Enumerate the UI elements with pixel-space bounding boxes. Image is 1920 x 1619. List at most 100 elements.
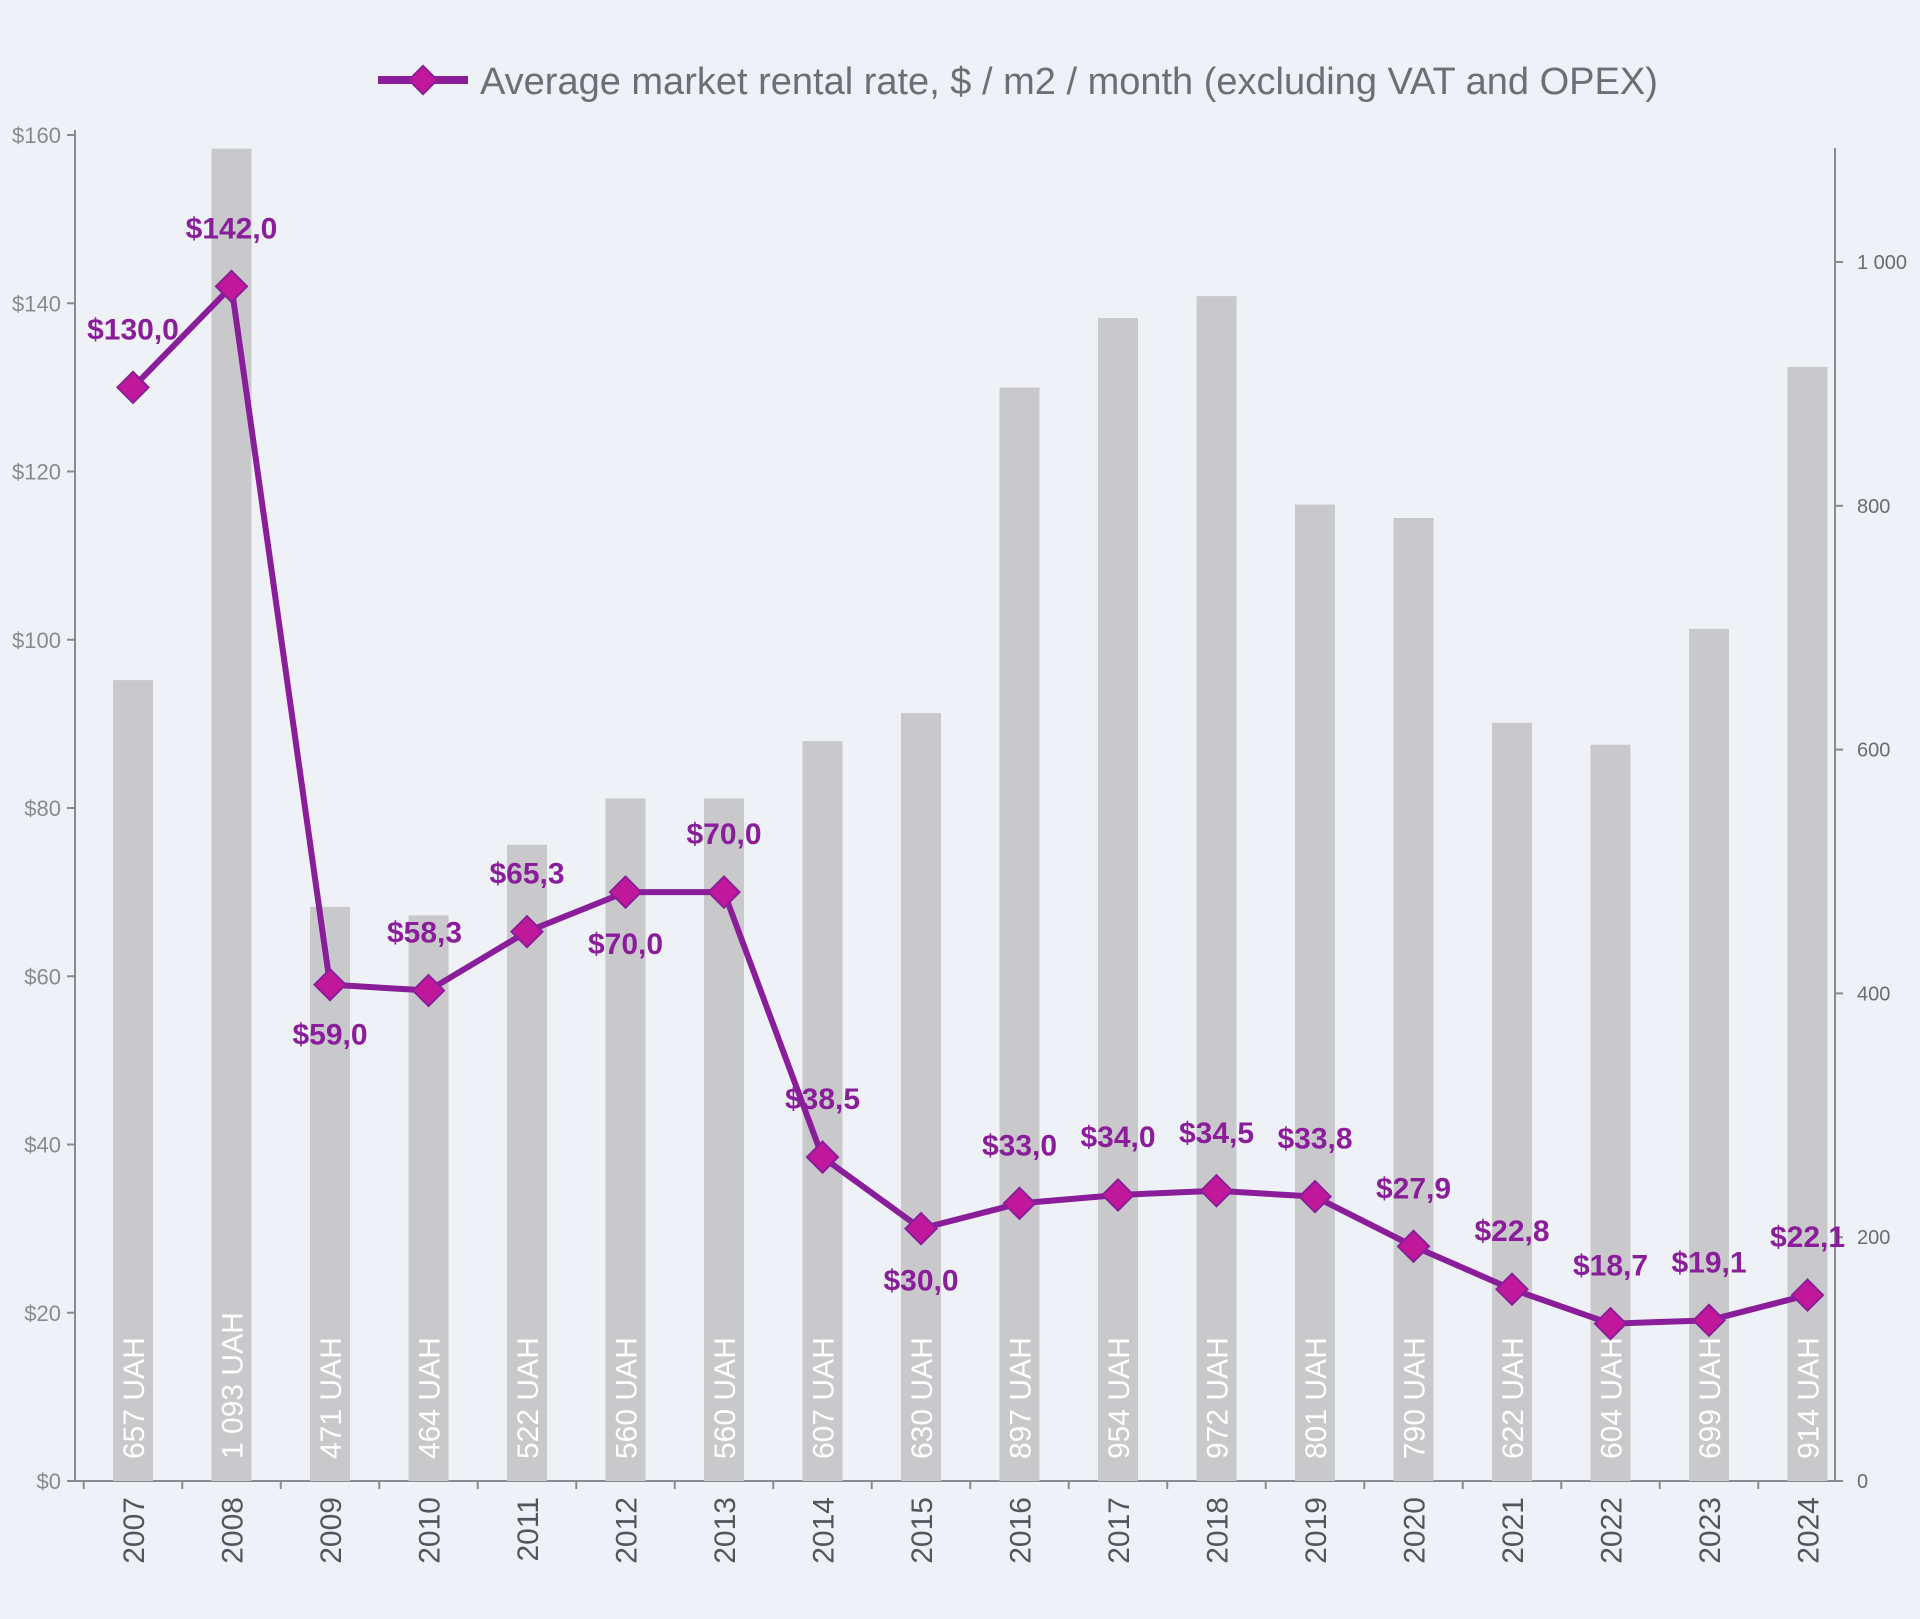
line-point-marker xyxy=(1593,1306,1628,1341)
x-tick-label: 2010 xyxy=(414,1497,447,1564)
x-tick-label: 2023 xyxy=(1694,1497,1727,1564)
bar xyxy=(605,798,646,1481)
line-data-label: $22,8 xyxy=(1474,1215,1549,1248)
bar-value-label: 604 UAH xyxy=(1596,1337,1629,1459)
bar xyxy=(704,798,744,1481)
line-data-label: $27,9 xyxy=(1376,1172,1451,1205)
y-left-tick-label: $160 xyxy=(12,123,61,148)
line-point-marker xyxy=(904,1211,938,1246)
y-right-tick-label: 1 000 xyxy=(1857,252,1907,274)
y-left-tick-label: $80 xyxy=(24,796,61,821)
y-right-tick-label: 800 xyxy=(1857,496,1890,518)
y-right-tick-label: 400 xyxy=(1857,983,1890,1005)
rental-rate-line xyxy=(130,283,1809,1327)
y-left-tick-label: $100 xyxy=(12,628,61,653)
bar xyxy=(408,915,449,1481)
bar-value-label: 560 UAH xyxy=(709,1337,742,1459)
bar xyxy=(310,906,350,1481)
bar xyxy=(1196,296,1237,1482)
legend: Average market rental rate, $ / m2 / mon… xyxy=(378,61,1658,103)
line-point-marker xyxy=(1790,1278,1825,1313)
bar-value-label: 914 UAH xyxy=(1793,1337,1826,1459)
y-right-tick-label: 600 xyxy=(1857,740,1890,762)
line-data-label: $30,0 xyxy=(883,1265,958,1298)
x-tick-label: 2018 xyxy=(1202,1497,1235,1564)
line-point-marker xyxy=(313,967,347,1002)
bar xyxy=(1787,366,1828,1482)
bar xyxy=(1295,504,1335,1481)
y-left-tick-label: $120 xyxy=(12,460,61,485)
bar xyxy=(901,713,941,1481)
legend-marker-swatch xyxy=(407,64,439,96)
line-data-label: $18,7 xyxy=(1573,1250,1648,1283)
y-right-tick-label: 200 xyxy=(1857,1227,1890,1249)
bar-value-label: 522 UAH xyxy=(512,1337,545,1459)
axes: $0 $20 $40 $60 $80 $100 $120 $140 $160 0 200 400 600… xyxy=(12,123,1907,1564)
line-point-marker xyxy=(116,370,150,405)
x-tick-label: 2022 xyxy=(1596,1497,1629,1564)
line-point-marker xyxy=(1396,1229,1431,1264)
line-series xyxy=(116,269,1825,1341)
bar-value-label: 607 UAH xyxy=(808,1337,841,1459)
line-data-label: $34,0 xyxy=(1080,1121,1155,1154)
line-data-label: $34,5 xyxy=(1179,1117,1254,1150)
line-data-label: $33,8 xyxy=(1277,1123,1352,1156)
bar-value-label: 954 UAH xyxy=(1103,1337,1136,1459)
x-tick-label: 2016 xyxy=(1005,1497,1038,1564)
x-tick-label: 2024 xyxy=(1793,1497,1826,1564)
line-data-label: $33,0 xyxy=(982,1129,1057,1162)
bar xyxy=(1492,722,1532,1481)
bar-value-label: 560 UAH xyxy=(611,1337,644,1459)
bar-value-label: 464 UAH xyxy=(414,1337,447,1459)
y-left-tick-label: $40 xyxy=(24,1133,61,1158)
bar xyxy=(113,680,153,1481)
y-left-tick-label: $60 xyxy=(24,964,61,989)
line-data-labels: $130,0 $142,0 $59,0 $58,3 $65,3 $70,0 $70,0 $38… xyxy=(87,212,1845,1297)
bar xyxy=(1393,517,1434,1481)
line-data-label: $130,0 xyxy=(87,313,179,346)
legend-label: Average market rental rate, $ / m2 / mon… xyxy=(480,61,1658,103)
x-tick-label: 2017 xyxy=(1103,1497,1136,1564)
line-point-marker xyxy=(707,875,741,910)
bar-value-label: 972 UAH xyxy=(1202,1337,1235,1459)
bar-value-label: 657 UAH xyxy=(118,1337,151,1459)
bar-value-label: 630 UAH xyxy=(906,1337,939,1459)
x-tick-label: 2014 xyxy=(808,1497,841,1564)
line-point-marker xyxy=(1002,1186,1037,1221)
bar-series xyxy=(113,148,1828,1482)
line-point-marker xyxy=(805,1140,840,1175)
bar-value-label: 699 UAH xyxy=(1694,1337,1727,1459)
bar xyxy=(1689,628,1729,1481)
bar xyxy=(211,148,252,1481)
bar-value-label: 622 UAH xyxy=(1497,1337,1530,1459)
x-tick-label: 2009 xyxy=(315,1497,348,1564)
line-point-marker xyxy=(411,973,446,1008)
x-tick-label: 2008 xyxy=(217,1497,250,1564)
y-left-tick-label: $0 xyxy=(37,1469,61,1494)
x-tick-label: 2021 xyxy=(1497,1497,1530,1564)
line-point-marker xyxy=(608,875,643,910)
bar xyxy=(1590,744,1631,1481)
bar-value-label: 1 093 UAH xyxy=(217,1312,250,1459)
line-point-marker xyxy=(510,914,544,949)
line-point-marker xyxy=(1692,1303,1726,1338)
line-data-label: $59,0 xyxy=(292,1019,367,1052)
line-point-marker xyxy=(214,269,249,304)
y-right-tick-label: 0 xyxy=(1857,1471,1868,1493)
bar-value-label: 801 UAH xyxy=(1300,1337,1333,1459)
bar-value-label: 897 UAH xyxy=(1005,1337,1038,1459)
line-data-label: $22,1 xyxy=(1770,1221,1845,1254)
line-data-label: $65,3 xyxy=(489,858,564,891)
line-data-label: $70,0 xyxy=(686,818,761,851)
x-tick-label: 2020 xyxy=(1399,1497,1432,1564)
bar xyxy=(1098,318,1138,1482)
x-tick-label: 2012 xyxy=(611,1497,644,1564)
x-tick-label: 2019 xyxy=(1300,1497,1333,1564)
x-tick-label: 2011 xyxy=(512,1497,545,1562)
x-tick-label: 2013 xyxy=(709,1497,742,1564)
line-data-label: $142,0 xyxy=(186,212,278,245)
line-point-marker xyxy=(1298,1179,1332,1214)
bar-value-label: 790 UAH xyxy=(1399,1337,1432,1459)
